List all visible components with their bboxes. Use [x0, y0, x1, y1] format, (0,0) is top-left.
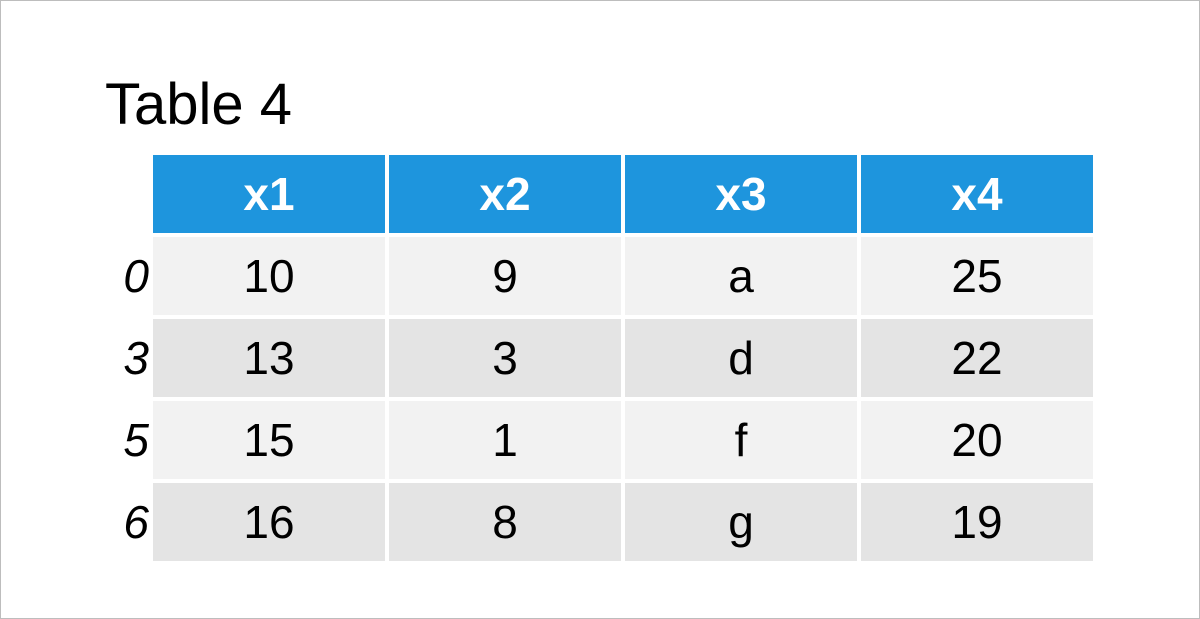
header-row: x1 x2 x3 x4 [109, 155, 1093, 233]
table-cell: g [625, 483, 857, 561]
table-cell: 13 [153, 319, 385, 397]
row-index: 3 [123, 332, 149, 384]
row-index: 5 [123, 414, 149, 466]
column-header: x1 [153, 155, 385, 233]
column-header: x4 [861, 155, 1093, 233]
table-cell: 20 [861, 401, 1093, 479]
table-row: 5 15 1 f 20 [109, 401, 1093, 479]
table-body: 0 10 9 a 25 3 13 3 d 22 5 15 1 f 20 6 16 8 g 19 [109, 237, 1093, 561]
table-row: 3 13 3 d 22 [109, 319, 1093, 397]
corner-cell [109, 155, 149, 233]
row-index: 0 [123, 250, 149, 302]
table-cell: f [625, 401, 857, 479]
table-cell: 1 [389, 401, 621, 479]
column-header: x2 [389, 155, 621, 233]
table-cell: 9 [389, 237, 621, 315]
table-cell: 22 [861, 319, 1093, 397]
table-cell: 3 [389, 319, 621, 397]
data-table: x1 x2 x3 x4 0 10 9 a 25 3 13 3 d 22 5 15 1 f 20 6 16 8 g 19 [105, 151, 1097, 565]
row-index: 6 [123, 496, 149, 548]
table-row: 6 16 8 g 19 [109, 483, 1093, 561]
table-cell: a [625, 237, 857, 315]
table-cell: d [625, 319, 857, 397]
column-header: x3 [625, 155, 857, 233]
table-row: 0 10 9 a 25 [109, 237, 1093, 315]
table-cell: 8 [389, 483, 621, 561]
table-cell: 19 [861, 483, 1093, 561]
table-title: Table 4 [105, 72, 293, 137]
table-cell: 16 [153, 483, 385, 561]
table-cell: 15 [153, 401, 385, 479]
table-cell: 10 [153, 237, 385, 315]
table-cell: 25 [861, 237, 1093, 315]
